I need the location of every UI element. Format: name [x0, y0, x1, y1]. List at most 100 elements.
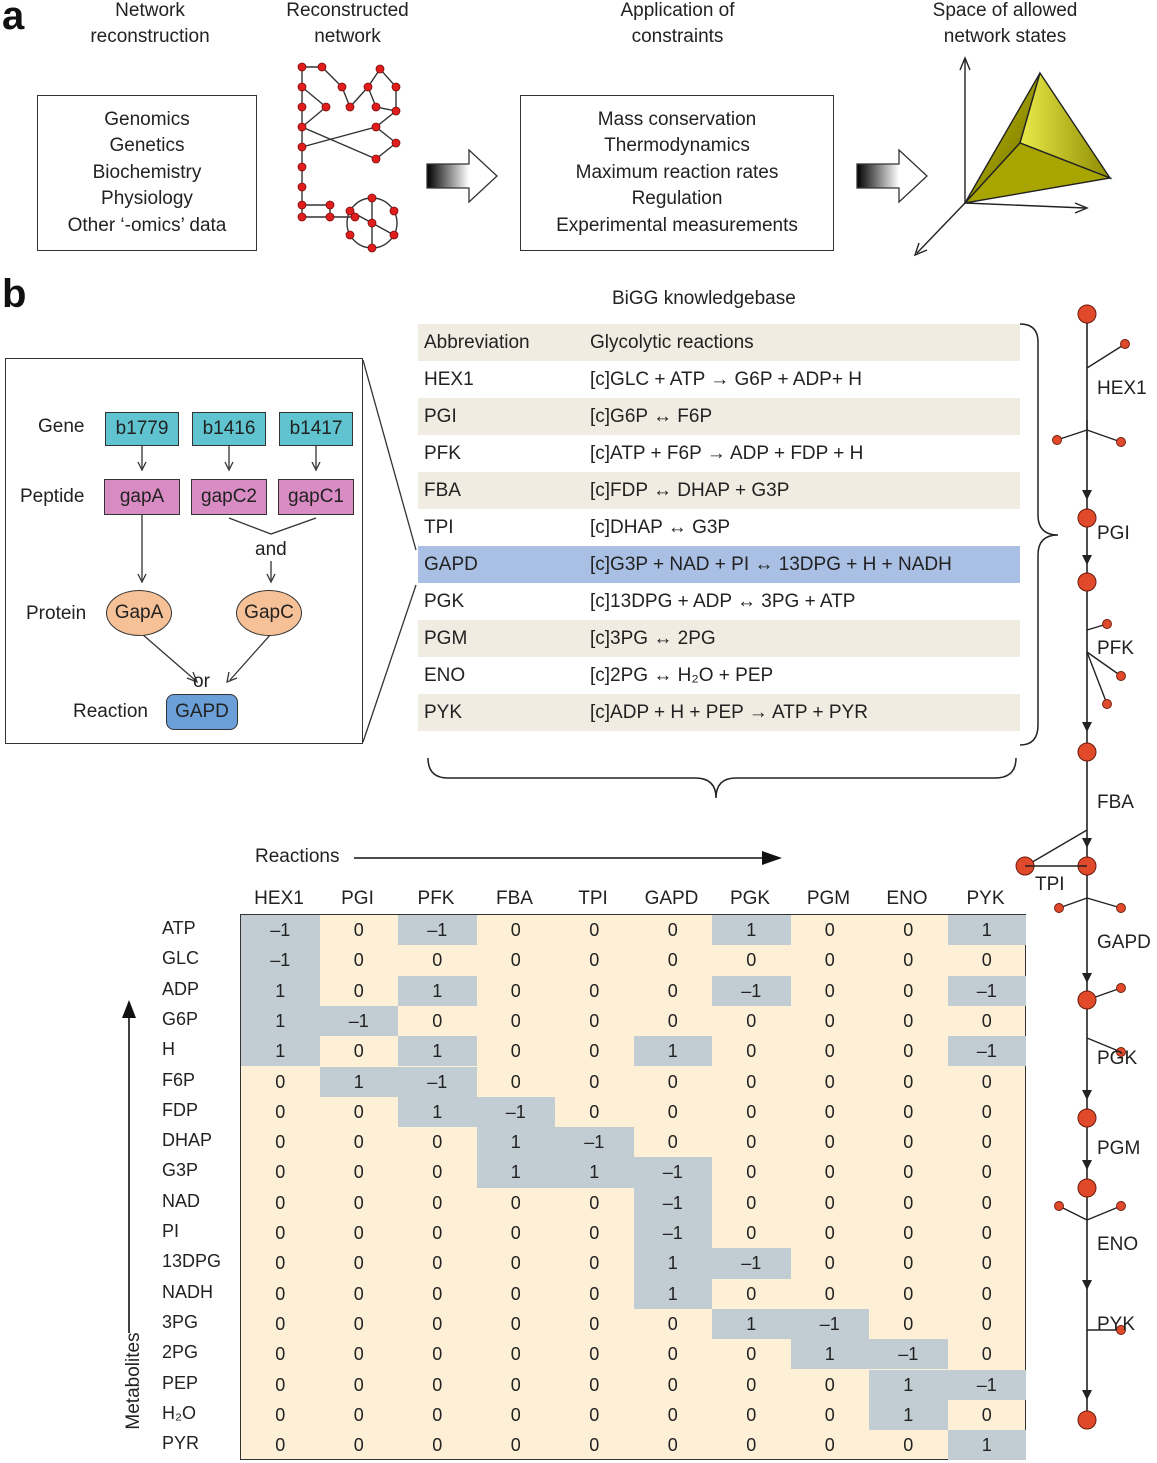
- matrix-cell: –1: [633, 1187, 712, 1218]
- protein-row-label: Protein: [26, 603, 87, 624]
- data-sources-box: Genomics Genetics Biochemistry Physiolog…: [37, 95, 257, 251]
- matrix-cell: 0: [510, 980, 521, 1001]
- matrix-row-header: ADP: [162, 978, 200, 999]
- matrix-cell: 0: [824, 950, 835, 971]
- matrix-cell: 0: [353, 1313, 364, 1334]
- matrix-cell: 0: [981, 1344, 992, 1365]
- matrix-cell: 1: [869, 1369, 948, 1400]
- matrix-cell: 0: [746, 1132, 757, 1153]
- matrix-cell: –1: [398, 915, 477, 946]
- and-label: and: [255, 539, 287, 560]
- protein-ellipse: GapC: [236, 590, 302, 636]
- side-metabolite-node: [1102, 619, 1112, 629]
- gpr-zoom-lines: [362, 359, 417, 743]
- header-reconstructed-network: Reconstructed network: [255, 0, 440, 50]
- eq-right: G3P: [692, 516, 731, 538]
- constraint-item: Experimental measurements: [556, 214, 798, 236]
- matrix-cell: 0: [981, 1223, 992, 1243]
- matrix-cell: 0: [275, 1253, 286, 1274]
- matrix-row-headers: ATP GLC ADP G6P H F6P FDP DHAP G3P NAD PI 13DPG NADH…: [162, 914, 240, 1460]
- matrix-cell: 1: [476, 1157, 555, 1188]
- eq-arrow: ↔: [653, 627, 673, 649]
- matrix-cell: 0: [510, 920, 521, 940]
- matrix-cell: 0: [589, 1435, 600, 1456]
- matrix-cell: –1: [947, 975, 1026, 1006]
- matrix-cell: 0: [589, 1344, 600, 1365]
- matrix-cell: 0: [824, 1010, 835, 1031]
- matrix-cell: 1: [476, 1127, 555, 1158]
- matrix-cell: 0: [824, 1101, 835, 1122]
- matrix-column-header: PFK: [417, 888, 455, 909]
- header-line: Network: [115, 0, 185, 21]
- matrix-cell: 0: [981, 1253, 992, 1274]
- matrix-cell: 0: [432, 1344, 443, 1365]
- matrix-cell: 0: [275, 1101, 286, 1122]
- eq-right: 3PG + ATP: [761, 590, 856, 612]
- matrix-cell: 0: [432, 1435, 443, 1456]
- side-metabolite-node: [1120, 339, 1130, 349]
- matrix-row-header: PI: [162, 1221, 180, 1241]
- header-line: Application of: [620, 0, 735, 21]
- matrix-cell: 1: [869, 1399, 948, 1431]
- gene-box: b1417: [279, 412, 353, 446]
- side-metabolite-node: [1116, 1201, 1126, 1211]
- matrix-cell: 0: [510, 1404, 521, 1425]
- matrix-column-header: ENO: [886, 888, 928, 909]
- matrix-cell: 0: [589, 1192, 600, 1213]
- matrix-cell: 1: [319, 1066, 398, 1097]
- matrix-column-header: GAPD: [644, 888, 699, 909]
- header-line: Reconstructed: [286, 0, 409, 21]
- eq-arrow: →: [706, 442, 726, 464]
- reaction-box: GAPD: [166, 694, 238, 730]
- matrix-cell: 0: [981, 1162, 992, 1183]
- matrix-cell: 0: [510, 1071, 521, 1092]
- metabolites-axis-arrow: [122, 1000, 136, 1333]
- reactions-table: Abbreviation Glycolytic reactions HEX1 […: [418, 324, 1020, 731]
- matrix-cell: 1: [241, 1005, 320, 1037]
- matrix-row-header: F6P: [162, 1069, 196, 1090]
- source-item: Genetics: [109, 135, 185, 157]
- pathway-branch: [1058, 897, 1088, 909]
- constraint-item: Regulation: [631, 188, 723, 210]
- pathway-arrowhead: [1082, 1390, 1092, 1400]
- main-metabolite-node: [1077, 304, 1097, 324]
- matrix-column-header: TPI: [578, 888, 608, 909]
- eq-arrow: →: [748, 701, 768, 723]
- matrix-cell: 0: [275, 1223, 286, 1243]
- eq-right: DHAP + G3P: [677, 479, 790, 501]
- matrix-cell: 0: [353, 1344, 364, 1365]
- main-metabolite-node: [1077, 990, 1097, 1010]
- matrix-cell: 0: [510, 1041, 521, 1062]
- eq-left: [c]ATP + F6P: [590, 442, 702, 464]
- side-metabolite-node: [1116, 903, 1126, 913]
- matrix-cell: 1: [555, 1157, 634, 1188]
- matrix-cell: 1: [241, 975, 320, 1006]
- matrix-cell: 0: [824, 1404, 835, 1425]
- main-metabolite-node: [1077, 1178, 1097, 1198]
- matrix-cell: 0: [824, 1374, 835, 1395]
- stoichiometric-matrix: –1 0 –1 0 0 0 1 0 0 1 –1 0 0 0 0 0 0 0 0 0 1 0 1 0 0 0 –1 0 0 –1 1 –1 0 0…: [240, 914, 1026, 1461]
- header-line: network states: [943, 26, 1067, 47]
- matrix-cell: 0: [667, 920, 678, 940]
- side-metabolite-node: [1116, 1325, 1126, 1335]
- matrix-cell: 0: [824, 1283, 835, 1304]
- matrix-cell: 0: [746, 1344, 757, 1365]
- matrix-cell: 0: [746, 1192, 757, 1213]
- matrix-cell: 1: [633, 1278, 712, 1309]
- matrix-cell: 0: [432, 950, 443, 971]
- matrix-cell: 0: [510, 1010, 521, 1031]
- table-row: PYK [c]ADP + H + PEP → ATP + PYR: [418, 694, 1020, 731]
- gene-row-label: Gene: [38, 416, 85, 437]
- arrow-to-space: [856, 148, 928, 204]
- matrix-row-header: PEP: [162, 1372, 199, 1393]
- knowledgebase-title: BiGG knowledgebase: [612, 288, 796, 309]
- matrix-cell: 0: [510, 1192, 521, 1213]
- table-row: PGK [c]13DPG + ADP ↔ 3PG + ATP: [418, 583, 1020, 620]
- main-metabolite-node: [1077, 742, 1097, 762]
- side-metabolite-node: [1116, 437, 1126, 447]
- row-equation: [c]ATP + F6P → ADP + FDP + H: [584, 435, 1020, 472]
- eq-right: F6P: [677, 405, 713, 427]
- matrix-cell: 0: [746, 1041, 757, 1062]
- matrix-cell: 0: [432, 1192, 443, 1213]
- pathway-arrowhead: [1082, 555, 1092, 565]
